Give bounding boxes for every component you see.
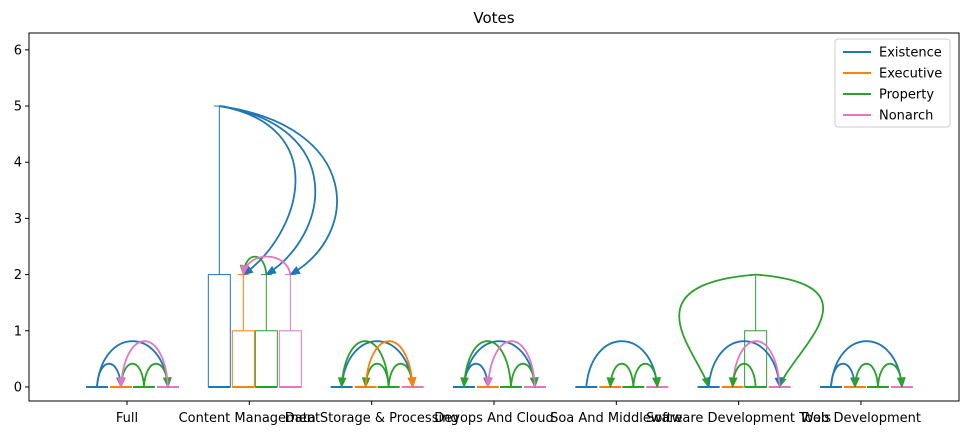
- legend-label-executive: Executive: [879, 67, 942, 82]
- y-tick-label: 3: [14, 212, 22, 227]
- arc-arrowhead: [265, 265, 277, 276]
- arc-property: [632, 362, 662, 389]
- arc-property: [337, 340, 390, 389]
- arc-arrowhead: [728, 377, 738, 389]
- y-axis: 0 1 2 3 4 5 6: [14, 43, 29, 395]
- arc-line: [340, 340, 390, 388]
- arc-line: [707, 340, 781, 388]
- arc-nonarch: [117, 340, 169, 389]
- x-tick-label: Data Storage & Processing: [285, 411, 459, 426]
- y-tick-label: 2: [14, 268, 22, 283]
- plot-area: [86, 105, 913, 389]
- y-tick-label: 4: [14, 156, 22, 171]
- arc-line: [678, 273, 756, 388]
- x-tick-label: Soa And Middleware: [550, 411, 682, 426]
- arc-arrowhead: [606, 377, 616, 389]
- arc-existence: [219, 105, 317, 276]
- legend-label-property: Property: [879, 88, 934, 103]
- box-existence: [207, 105, 231, 388]
- arc-nonarch: [484, 340, 536, 389]
- arc-arrowhead: [460, 377, 469, 389]
- arc-property: [606, 362, 635, 389]
- arc-arrowhead: [851, 377, 860, 389]
- arc-property: [877, 362, 906, 389]
- x-tick-label: Web Development: [801, 411, 921, 426]
- arc-arrowhead: [289, 266, 301, 276]
- arc-arrowhead: [117, 377, 126, 389]
- x-tick-label: Software Development Tools: [646, 411, 831, 426]
- arc-nonarch: [240, 255, 292, 276]
- arc-line: [219, 105, 338, 276]
- chart-title: Votes: [473, 9, 514, 27]
- y-tick-label: 1: [14, 324, 22, 339]
- arc-line: [120, 340, 169, 388]
- arc-line: [219, 105, 317, 276]
- x-tick-label: Full: [116, 411, 138, 426]
- arc-property: [728, 362, 757, 389]
- arc-line: [755, 273, 824, 388]
- arc-arrowhead: [337, 377, 347, 389]
- arc-arrowhead: [652, 377, 662, 389]
- arc-property: [851, 362, 879, 389]
- legend-label-existence: Existence: [879, 46, 942, 61]
- arc-arrowhead: [484, 377, 493, 389]
- y-tick-label: 0: [14, 380, 22, 395]
- arc-line: [731, 340, 781, 388]
- x-tick-label: Content Management: [179, 411, 320, 426]
- plot-frame: [28, 32, 960, 402]
- arc-arrowhead: [240, 264, 250, 276]
- arc-arrowhead: [407, 377, 417, 389]
- x-tick-label: Devops And Cloud: [434, 411, 553, 426]
- arc-line: [463, 340, 512, 388]
- arc-line: [364, 340, 414, 388]
- box-property: [254, 274, 278, 388]
- legend-frame: [834, 38, 951, 128]
- arc-line: [487, 340, 536, 388]
- arc-existence: [219, 105, 338, 276]
- arc-executive: [364, 340, 417, 389]
- y-tick-label: 6: [14, 43, 22, 58]
- arc-property: [460, 340, 512, 389]
- legend: Existence Executive Property Nonarch: [834, 38, 951, 128]
- legend-label-nonarch: Nonarch: [879, 109, 933, 124]
- arc-arrowhead: [897, 377, 906, 389]
- y-tick-label: 5: [14, 100, 22, 115]
